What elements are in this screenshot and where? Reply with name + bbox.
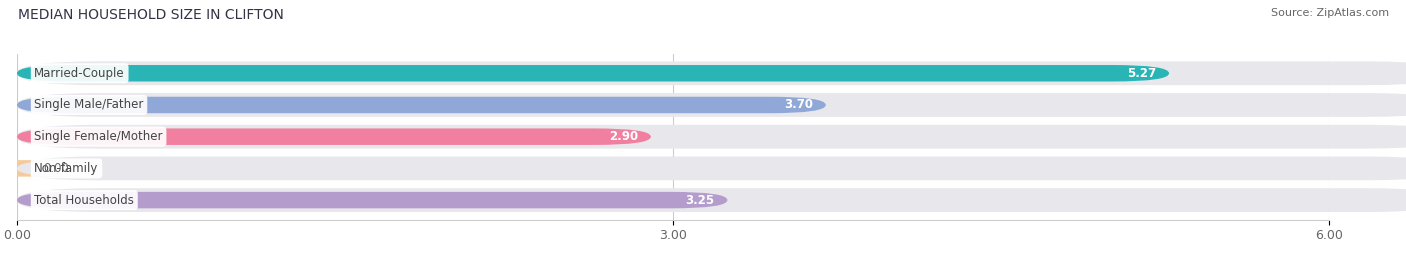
- Text: Non-family: Non-family: [34, 162, 98, 175]
- Text: 5.27: 5.27: [1126, 67, 1156, 80]
- FancyBboxPatch shape: [17, 93, 1406, 117]
- Text: Single Male/Father: Single Male/Father: [34, 98, 143, 111]
- Text: 3.70: 3.70: [783, 98, 813, 111]
- FancyBboxPatch shape: [17, 157, 1406, 180]
- FancyBboxPatch shape: [17, 125, 1406, 148]
- FancyBboxPatch shape: [0, 160, 73, 177]
- FancyBboxPatch shape: [17, 97, 825, 113]
- Text: 0.00: 0.00: [44, 162, 69, 175]
- FancyBboxPatch shape: [17, 128, 651, 145]
- Text: Source: ZipAtlas.com: Source: ZipAtlas.com: [1271, 8, 1389, 18]
- FancyBboxPatch shape: [17, 188, 1406, 212]
- FancyBboxPatch shape: [17, 192, 727, 208]
- FancyBboxPatch shape: [17, 65, 1168, 81]
- Text: 2.90: 2.90: [609, 130, 638, 143]
- FancyBboxPatch shape: [17, 61, 1406, 85]
- Text: Single Female/Mother: Single Female/Mother: [34, 130, 163, 143]
- Text: Total Households: Total Households: [34, 193, 134, 207]
- Text: Married-Couple: Married-Couple: [34, 67, 125, 80]
- Text: 3.25: 3.25: [685, 193, 714, 207]
- Text: MEDIAN HOUSEHOLD SIZE IN CLIFTON: MEDIAN HOUSEHOLD SIZE IN CLIFTON: [18, 8, 284, 22]
